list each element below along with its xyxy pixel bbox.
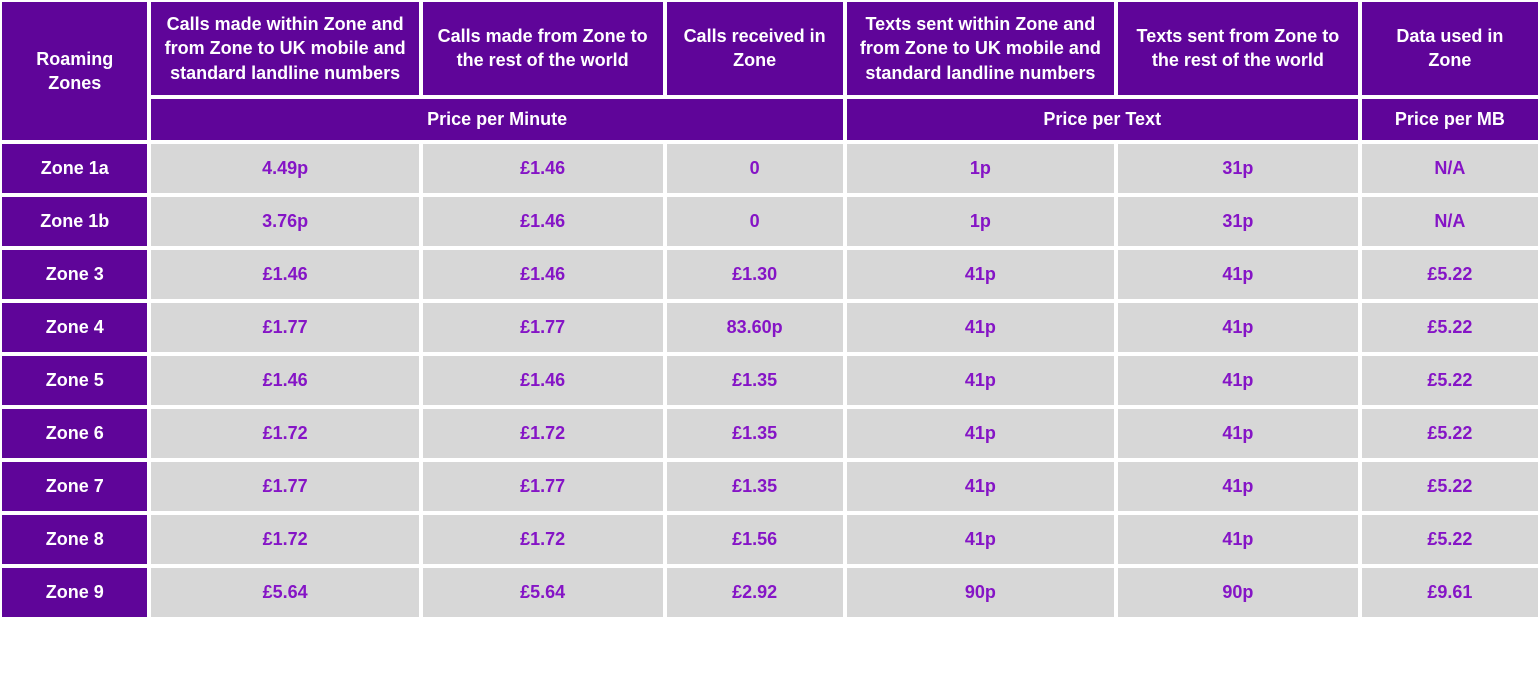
col-calls-received: Calls received in Zone xyxy=(665,0,845,97)
data-cell: 0 xyxy=(665,195,845,248)
data-cell: 41p xyxy=(845,407,1116,460)
data-cell: 41p xyxy=(1116,354,1360,407)
col-calls-within: Calls made within Zone and from Zone to … xyxy=(149,0,420,97)
data-cell: £1.46 xyxy=(421,354,665,407)
table-row: Zone 4£1.77£1.7783.60p41p41p£5.22 xyxy=(0,301,1540,354)
zone-label: Zone 1b xyxy=(0,195,149,248)
zone-label: Zone 3 xyxy=(0,248,149,301)
data-cell: 41p xyxy=(1116,407,1360,460)
table-row: Zone 6£1.72£1.72£1.3541p41p£5.22 xyxy=(0,407,1540,460)
data-cell: 41p xyxy=(1116,301,1360,354)
data-cell: 1p xyxy=(845,195,1116,248)
data-cell: 41p xyxy=(845,301,1116,354)
data-cell: £5.64 xyxy=(149,566,420,619)
sub-price-per-minute: Price per Minute xyxy=(149,97,844,142)
zone-label: Zone 6 xyxy=(0,407,149,460)
data-cell: £5.22 xyxy=(1360,248,1540,301)
data-cell: £1.46 xyxy=(421,248,665,301)
table-header-row-1: Roaming Zones Calls made within Zone and… xyxy=(0,0,1540,97)
data-cell: 41p xyxy=(1116,248,1360,301)
data-cell: £1.35 xyxy=(665,407,845,460)
data-cell: £1.35 xyxy=(665,460,845,513)
data-cell: 41p xyxy=(1116,513,1360,566)
data-cell: £5.22 xyxy=(1360,460,1540,513)
table-header-row-2: Price per Minute Price per Text Price pe… xyxy=(0,97,1540,142)
col-texts-world: Texts sent from Zone to the rest of the … xyxy=(1116,0,1360,97)
data-cell: 90p xyxy=(845,566,1116,619)
col-data-used: Data used in Zone xyxy=(1360,0,1540,97)
table-row: Zone 1a4.49p£1.4601p31pN/A xyxy=(0,142,1540,195)
data-cell: 41p xyxy=(845,460,1116,513)
data-cell: £1.56 xyxy=(665,513,845,566)
table-row: Zone 5£1.46£1.46£1.3541p41p£5.22 xyxy=(0,354,1540,407)
data-cell: £1.46 xyxy=(149,354,420,407)
data-cell: £1.72 xyxy=(421,513,665,566)
data-cell: £1.77 xyxy=(149,460,420,513)
data-cell: 83.60p xyxy=(665,301,845,354)
data-cell: £5.64 xyxy=(421,566,665,619)
table-row: Zone 8£1.72£1.72£1.5641p41p£5.22 xyxy=(0,513,1540,566)
sub-price-per-mb: Price per MB xyxy=(1360,97,1540,142)
data-cell: N/A xyxy=(1360,142,1540,195)
zone-label: Zone 5 xyxy=(0,354,149,407)
zone-label: Zone 7 xyxy=(0,460,149,513)
data-cell: N/A xyxy=(1360,195,1540,248)
zone-label: Zone 8 xyxy=(0,513,149,566)
data-cell: £2.92 xyxy=(665,566,845,619)
zone-header: Roaming Zones xyxy=(0,0,149,142)
data-cell: £1.46 xyxy=(149,248,420,301)
table-body: Zone 1a4.49p£1.4601p31pN/AZone 1b3.76p£1… xyxy=(0,142,1540,619)
data-cell: £1.77 xyxy=(149,301,420,354)
zone-label: Zone 1a xyxy=(0,142,149,195)
roaming-pricing-table: Roaming Zones Calls made within Zone and… xyxy=(0,0,1540,619)
data-cell: £1.46 xyxy=(421,142,665,195)
data-cell: £1.72 xyxy=(149,407,420,460)
data-cell: 41p xyxy=(1116,460,1360,513)
data-cell: £1.77 xyxy=(421,301,665,354)
col-calls-world: Calls made from Zone to the rest of the … xyxy=(421,0,665,97)
data-cell: £5.22 xyxy=(1360,301,1540,354)
data-cell: £9.61 xyxy=(1360,566,1540,619)
data-cell: £1.72 xyxy=(421,407,665,460)
data-cell: 1p xyxy=(845,142,1116,195)
data-cell: £5.22 xyxy=(1360,354,1540,407)
table-row: Zone 7£1.77£1.77£1.3541p41p£5.22 xyxy=(0,460,1540,513)
data-cell: 3.76p xyxy=(149,195,420,248)
data-cell: £5.22 xyxy=(1360,513,1540,566)
data-cell: £1.72 xyxy=(149,513,420,566)
sub-price-per-text: Price per Text xyxy=(845,97,1360,142)
data-cell: £5.22 xyxy=(1360,407,1540,460)
data-cell: 90p xyxy=(1116,566,1360,619)
table-row: Zone 1b3.76p£1.4601p31pN/A xyxy=(0,195,1540,248)
data-cell: £1.46 xyxy=(421,195,665,248)
data-cell: £1.35 xyxy=(665,354,845,407)
data-cell: £1.30 xyxy=(665,248,845,301)
data-cell: £1.77 xyxy=(421,460,665,513)
zone-label: Zone 4 xyxy=(0,301,149,354)
col-texts-within: Texts sent within Zone and from Zone to … xyxy=(845,0,1116,97)
data-cell: 31p xyxy=(1116,195,1360,248)
table-row: Zone 9£5.64£5.64£2.9290p90p£9.61 xyxy=(0,566,1540,619)
data-cell: 31p xyxy=(1116,142,1360,195)
data-cell: 41p xyxy=(845,513,1116,566)
data-cell: 41p xyxy=(845,248,1116,301)
data-cell: 41p xyxy=(845,354,1116,407)
table-row: Zone 3£1.46£1.46£1.3041p41p£5.22 xyxy=(0,248,1540,301)
zone-label: Zone 9 xyxy=(0,566,149,619)
data-cell: 4.49p xyxy=(149,142,420,195)
data-cell: 0 xyxy=(665,142,845,195)
